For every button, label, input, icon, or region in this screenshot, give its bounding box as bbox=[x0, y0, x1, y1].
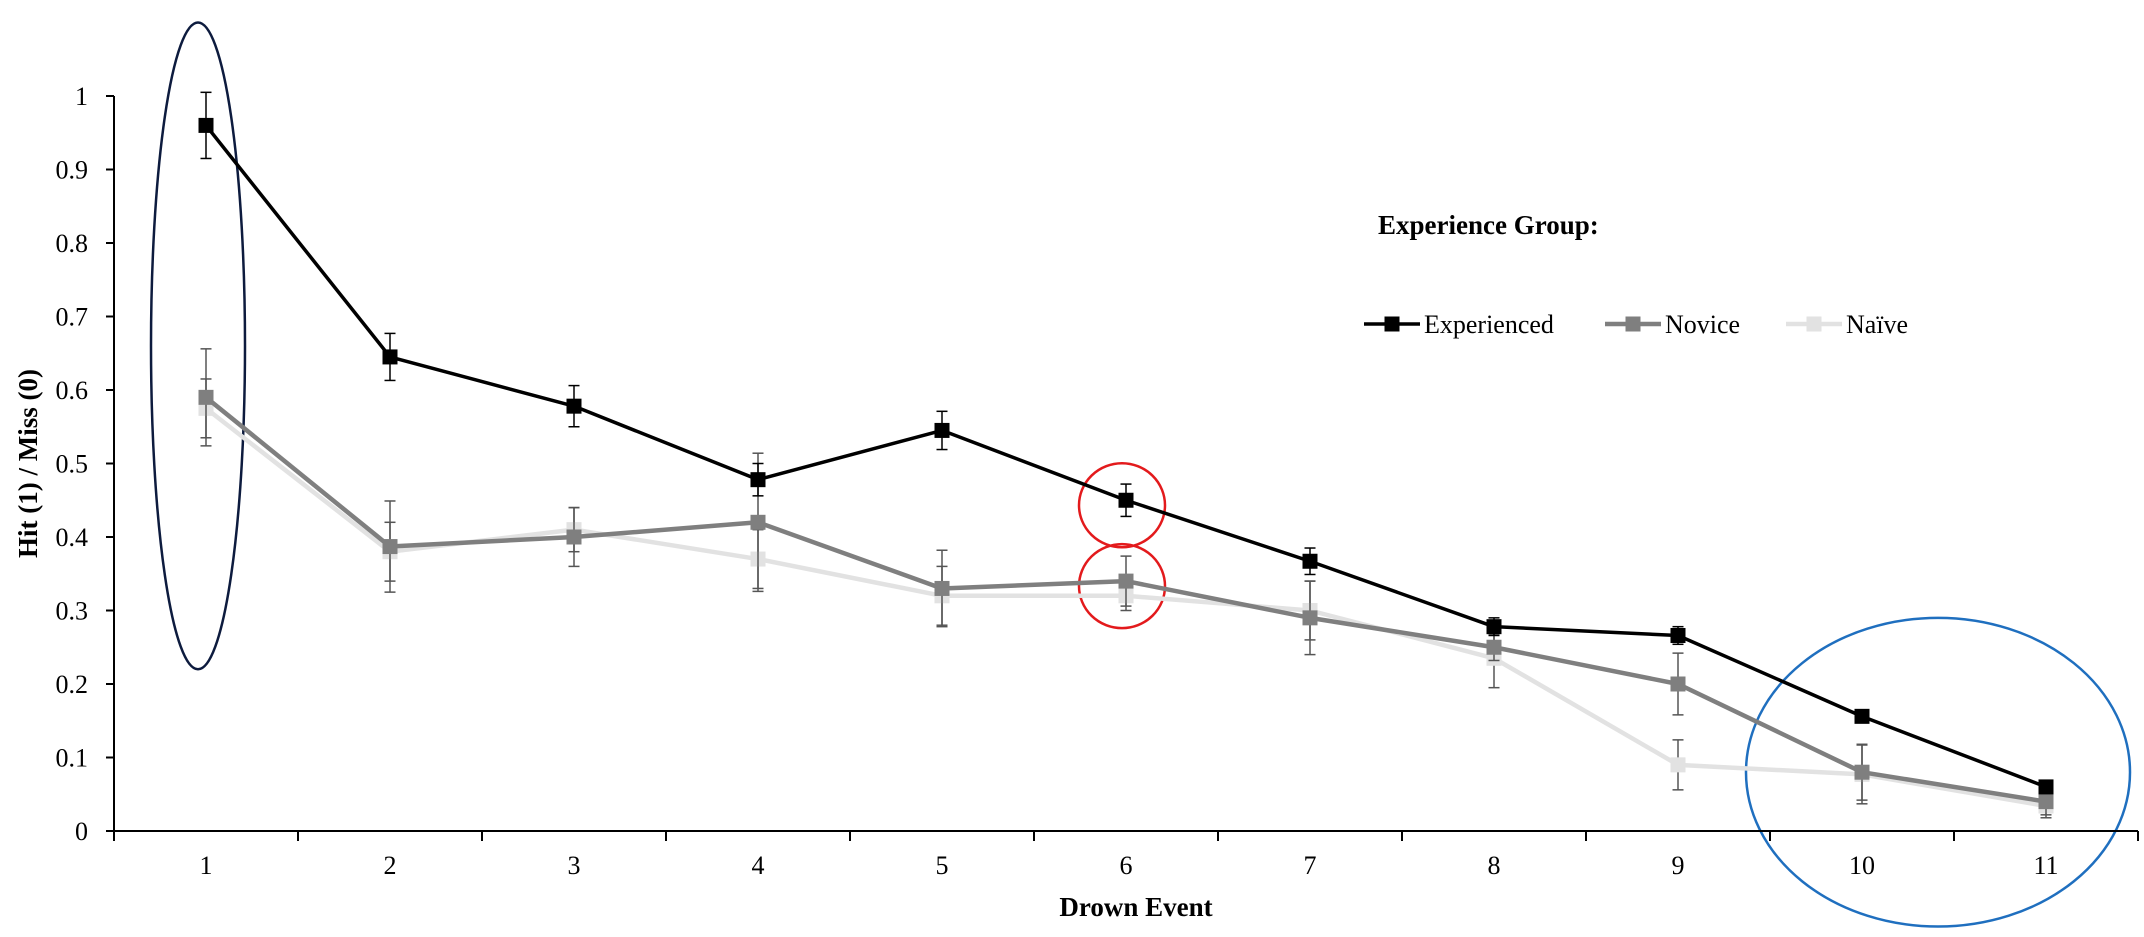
data-point bbox=[1670, 757, 1686, 773]
y-tick-label: 0 bbox=[75, 817, 88, 846]
y-tick-label: 0.5 bbox=[56, 450, 89, 479]
annotations bbox=[149, 21, 2132, 928]
annotation-ellipse bbox=[149, 21, 247, 671]
data-point bbox=[1302, 610, 1318, 626]
data-point bbox=[1486, 639, 1502, 655]
x-tick-label: 11 bbox=[2033, 851, 2058, 880]
data-point bbox=[934, 422, 950, 438]
data-point bbox=[1118, 492, 1134, 508]
data-point bbox=[934, 580, 950, 596]
x-tick-label: 7 bbox=[1304, 851, 1317, 880]
y-axis-title: Hit (1) / Miss (0) bbox=[13, 369, 43, 558]
data-point bbox=[198, 389, 214, 405]
y-tick-label: 0.4 bbox=[56, 523, 89, 552]
legend-swatch-marker bbox=[1384, 316, 1400, 332]
x-tick-label: 3 bbox=[568, 851, 581, 880]
x-tick-label: 4 bbox=[752, 851, 765, 880]
data-point bbox=[2038, 779, 2054, 795]
y-tick-label: 1 bbox=[75, 82, 88, 111]
y-tick-label: 0.3 bbox=[56, 597, 89, 626]
series-novice bbox=[198, 348, 2054, 816]
legend-label: Novice bbox=[1665, 310, 1740, 339]
data-point bbox=[1670, 627, 1686, 643]
x-axis-title: Drown Event bbox=[1059, 892, 1212, 922]
data-point bbox=[566, 398, 582, 414]
legend-label: Experienced bbox=[1424, 310, 1554, 339]
data-point bbox=[2038, 794, 2054, 810]
x-tick-label: 5 bbox=[936, 851, 949, 880]
x-tick-label: 1 bbox=[200, 851, 213, 880]
y-tick-label: 0.1 bbox=[56, 744, 89, 773]
legend-item: Novice bbox=[1605, 310, 1740, 339]
x-ticks: 1 2 3 4 5 6 7 8 9 10 11 bbox=[113, 831, 2139, 880]
legend-label: Naïve bbox=[1846, 310, 1908, 339]
annotation-circle bbox=[1077, 542, 1167, 630]
legend-item: Experienced bbox=[1364, 310, 1554, 339]
annotation-circle bbox=[1077, 462, 1167, 549]
legend-title: Experience Group: bbox=[1378, 210, 1599, 240]
series-line bbox=[204, 124, 2047, 789]
data-point bbox=[566, 529, 582, 545]
legend-swatch-marker bbox=[1806, 316, 1822, 332]
series-group bbox=[198, 91, 2054, 819]
x-tick-label: 6 bbox=[1120, 851, 1133, 880]
y-tick-label: 0.9 bbox=[56, 156, 89, 185]
data-point bbox=[1670, 676, 1686, 692]
x-tick-label: 8 bbox=[1488, 851, 1501, 880]
y-ticks: 0 0.1 0.2 0.3 0.4 0.5 0.6 0.7 0.8 0.9 1 bbox=[56, 82, 114, 846]
data-point bbox=[1486, 619, 1502, 635]
x-tick-label: 2 bbox=[384, 851, 397, 880]
data-point bbox=[1854, 708, 1870, 724]
data-point bbox=[750, 514, 766, 530]
series-experienced bbox=[198, 91, 2054, 795]
data-point bbox=[750, 472, 766, 488]
y-tick-label: 0.2 bbox=[56, 670, 89, 699]
data-point bbox=[382, 539, 398, 555]
y-tick-label: 0.8 bbox=[56, 229, 89, 258]
x-tick-label: 10 bbox=[1849, 851, 1875, 880]
y-tick-label: 0.7 bbox=[56, 303, 89, 332]
y-tick-label: 0.6 bbox=[56, 376, 89, 405]
legend: Experience Group: Experienced Novice Naïve bbox=[1364, 210, 1908, 339]
data-point bbox=[382, 349, 398, 365]
data-point bbox=[198, 117, 214, 133]
legend-item: Naïve bbox=[1786, 310, 1908, 339]
annotation-ellipse bbox=[1744, 616, 2132, 928]
legend-swatch-marker bbox=[1625, 316, 1641, 332]
data-point bbox=[1118, 573, 1134, 589]
x-tick-label: 9 bbox=[1672, 851, 1685, 880]
data-point bbox=[1302, 553, 1318, 569]
data-point bbox=[1854, 764, 1870, 780]
